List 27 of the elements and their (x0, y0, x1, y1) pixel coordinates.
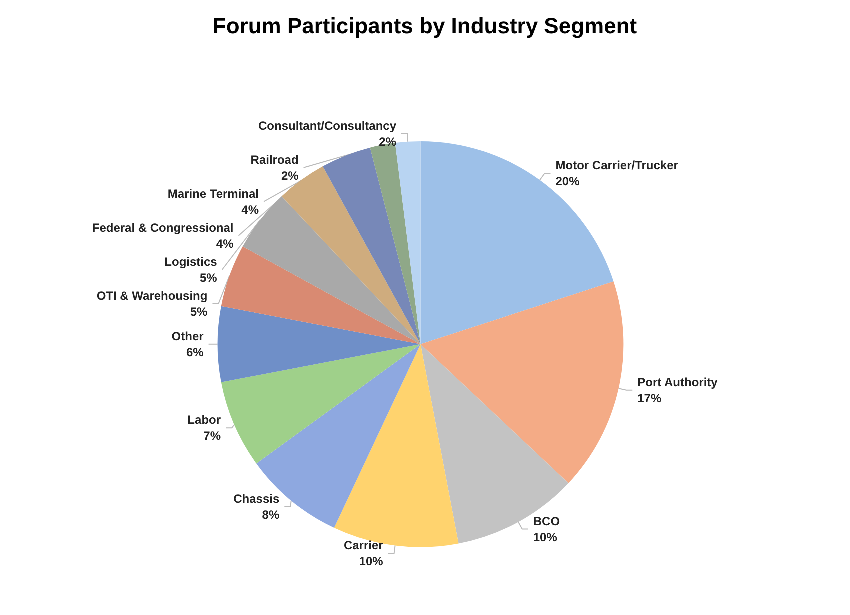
data-label: 5% (190, 304, 208, 319)
slice-label: OTI & Warehousing (96, 288, 208, 303)
data-label: 5% (200, 270, 218, 285)
slice-label: Consultant/Consultancy (258, 118, 397, 133)
data-label: 4% (242, 202, 260, 217)
slice-label: Other (172, 329, 204, 344)
data-label: 7% (204, 429, 222, 444)
slice-label: Labor (188, 413, 222, 428)
data-label: 2% (379, 134, 397, 149)
slice-label: Carrier (344, 538, 384, 553)
slice-label: Logistics (164, 254, 218, 269)
data-label: 20% (556, 174, 580, 189)
data-label: 10% (533, 530, 558, 544)
data-label: 6% (186, 345, 204, 360)
slice-label: BCO (533, 514, 560, 528)
data-label: 10% (359, 554, 384, 569)
data-label: 2% (281, 168, 300, 183)
slice-label: Port Authority (638, 375, 718, 390)
data-label: 8% (262, 508, 280, 522)
slice-label: Motor Carrier/Trucker (556, 158, 679, 173)
slice-label: Chassis (234, 492, 280, 506)
slice-label: Railroad (250, 152, 299, 167)
slice-label: Marine Terminal (168, 186, 260, 201)
data-label: 17% (638, 391, 662, 406)
data-label: 4% (216, 236, 234, 251)
chart-title: Forum Participants by Industry Segment (212, 14, 638, 38)
slice-label: Federal & Congressional (92, 220, 234, 235)
